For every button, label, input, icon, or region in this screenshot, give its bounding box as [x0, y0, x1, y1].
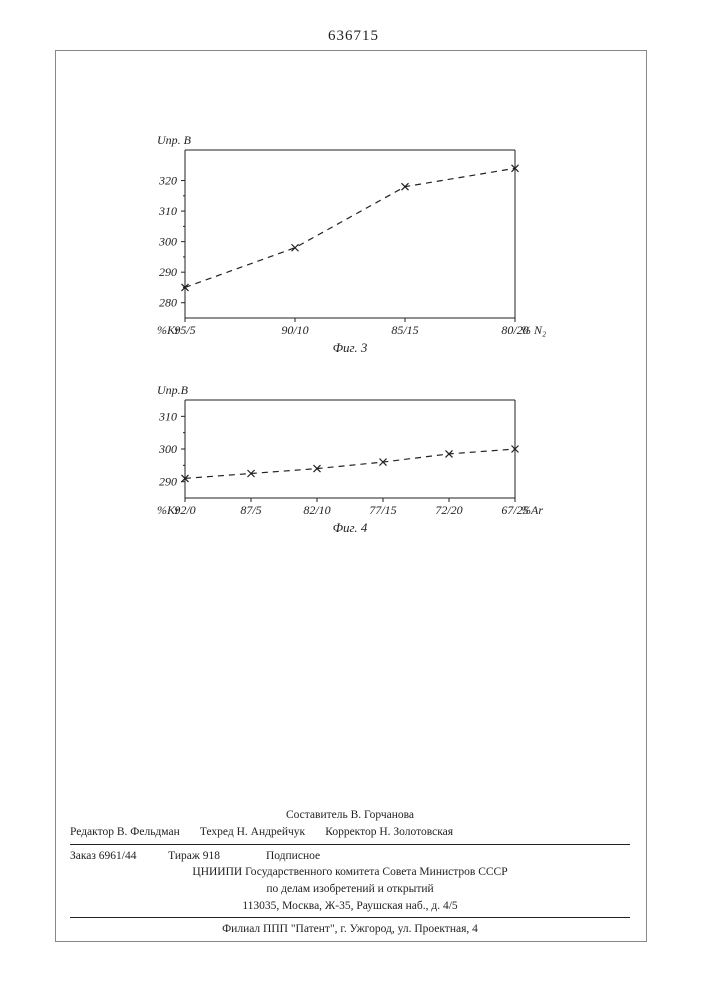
svg-text:320: 320 [158, 174, 177, 188]
svg-text:%Kr: %Kr [157, 323, 180, 337]
svg-text:300: 300 [158, 235, 177, 249]
svg-text:Фиг. 4: Фиг. 4 [333, 520, 368, 535]
svg-text:72/20: 72/20 [435, 503, 462, 517]
address-2: Филиал ППП "Патент", г. Ужгород, ул. Про… [70, 921, 630, 938]
svg-text:290: 290 [159, 475, 177, 489]
compiler-line: Составитель В. Горчанова [70, 807, 630, 824]
address-1: 113035, Москва, Ж-35, Раушская наб., д. … [70, 898, 630, 915]
svg-text:90/10: 90/10 [281, 323, 308, 337]
techred-name: Н. Андрейчук [237, 826, 306, 838]
footer-block: Составитель В. Горчанова Редактор В. Фел… [70, 807, 630, 938]
svg-text:% N₂: % N₂ [521, 323, 546, 337]
chart-fig3: 280290300310320Uпр. В95/590/1085/1580/20… [130, 130, 560, 365]
divider-2 [70, 917, 630, 918]
svg-text:77/15: 77/15 [369, 503, 396, 517]
svg-text:85/15: 85/15 [391, 323, 418, 337]
tirage: Тираж 918 [168, 850, 220, 862]
subscription: Подписное [266, 850, 320, 862]
org-line-1: ЦНИИПИ Государственного комитета Совета … [70, 864, 630, 881]
svg-text:Uпр. В: Uпр. В [157, 133, 192, 147]
corrector-label: Корректор [325, 826, 376, 838]
chart-fig4: 290300310Uпр.В92/087/582/1077/1572/2067/… [130, 380, 560, 545]
editor-label: Редактор [70, 826, 114, 838]
order-number: Заказ 6961/44 [70, 850, 137, 862]
svg-text:310: 310 [158, 409, 177, 423]
techred-label: Техред [200, 826, 234, 838]
svg-text:%Kr: %Kr [157, 503, 180, 517]
org-line-2: по делам изобретений и открытий [70, 881, 630, 898]
svg-text:290: 290 [159, 265, 177, 279]
svg-text:300: 300 [158, 442, 177, 456]
svg-text:Фиг. 3: Фиг. 3 [333, 340, 368, 355]
svg-text:Uпр.В: Uпр.В [157, 383, 189, 397]
corrector-name: Н. Золотовская [379, 826, 453, 838]
order-row: Заказ 6961/44 Тираж 918 Подписное [70, 848, 630, 865]
editor-name: В. Фельдман [117, 826, 180, 838]
svg-text:%Ar: %Ar [521, 503, 543, 517]
svg-text:87/5: 87/5 [240, 503, 261, 517]
svg-text:280: 280 [159, 296, 177, 310]
divider-1 [70, 844, 630, 845]
document-number: 636715 [0, 28, 707, 45]
credits-row: Редактор В. Фельдман Техред Н. Андрейчук… [70, 824, 630, 841]
svg-text:310: 310 [158, 204, 177, 218]
svg-text:82/10: 82/10 [303, 503, 330, 517]
